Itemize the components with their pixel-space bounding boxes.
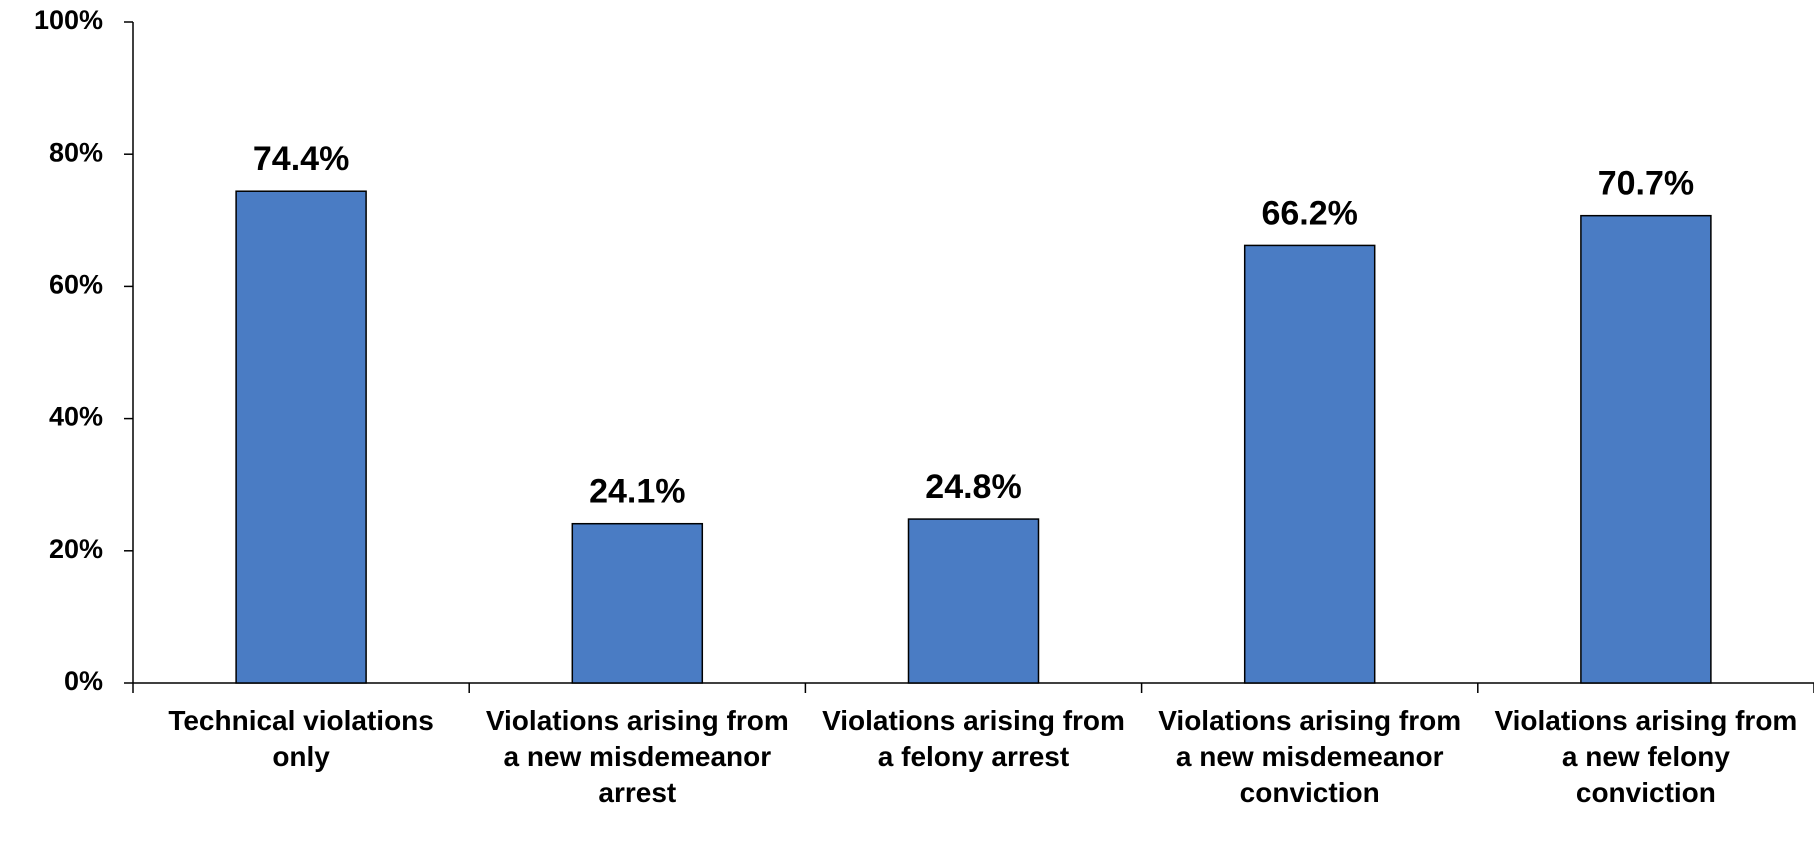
x-tick-label: Technical violations only xyxy=(168,705,434,772)
bar xyxy=(1580,214,1712,684)
y-tick-label: 100% xyxy=(34,5,103,35)
y-tick-label: 80% xyxy=(49,137,103,167)
bar xyxy=(907,518,1040,684)
x-tick-label: Violations arising from a new misdemeano… xyxy=(485,705,789,808)
x-tick-label: Violations arising from a felony arrest xyxy=(822,705,1125,772)
x-tick-label: Violations arising from a new misdemeano… xyxy=(1158,705,1462,808)
value-label: 24.8% xyxy=(925,468,1021,506)
value-label: 24.1% xyxy=(589,473,685,511)
bar xyxy=(235,190,367,684)
y-tick-label: 60% xyxy=(49,270,103,300)
x-tick-label: Violations arising from a new felony con… xyxy=(1494,705,1798,808)
bar xyxy=(1243,244,1376,684)
value-label: 66.2% xyxy=(1261,194,1357,232)
value-label: 70.7% xyxy=(1598,165,1694,203)
y-tick-label: 40% xyxy=(49,402,103,432)
bar xyxy=(571,522,704,684)
y-tick-label: 0% xyxy=(64,666,103,696)
y-tick-label: 20% xyxy=(49,534,103,564)
value-label: 74.4% xyxy=(253,140,349,178)
